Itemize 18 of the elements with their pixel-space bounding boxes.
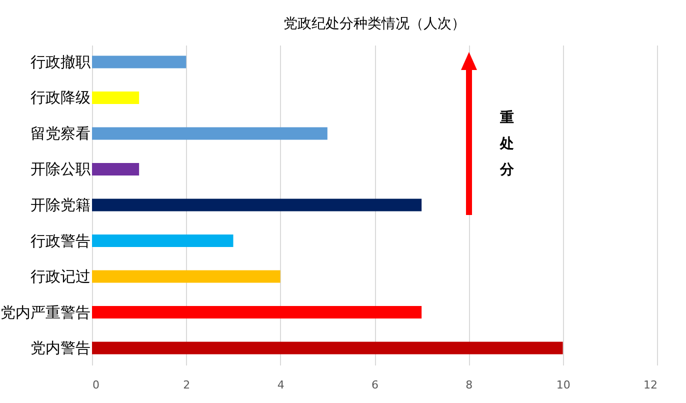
y-tick-label: 开除公职 [30,160,90,178]
x-tick-label: 2 [183,378,190,392]
y-tick-label: 行政记过 [30,268,90,286]
x-tick-label: 6 [372,378,378,392]
annotation: 重处分 [500,109,515,180]
y-tick-label: 党内严重警告 [0,303,90,322]
x-tick-label: 12 [644,378,658,392]
x-tick-label: 8 [466,378,473,392]
y-tick-label: 留党察看 [30,124,90,142]
x-tick-label: 0 [92,378,100,392]
y-tick-label: 行政撤职 [30,52,90,71]
y-tick-label: 行政警告 [30,232,90,250]
chart-title: 党政纪处分种类情况（人次） [284,16,466,32]
y-tick-label: 开除党籍 [30,196,90,214]
x-tick-label: 4 [277,378,284,392]
x-tick-label: 10 [556,378,570,392]
y-tick-label: 行政降级 [30,88,90,107]
y-tick-label: 党内警告 [30,339,90,358]
